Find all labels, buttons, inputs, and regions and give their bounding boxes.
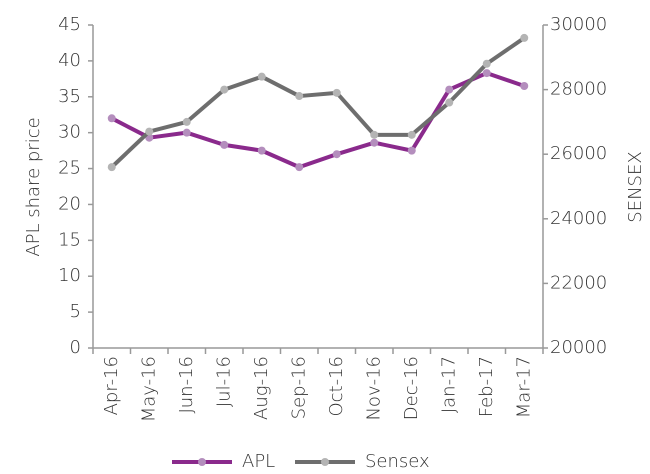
series-marker (332, 88, 341, 97)
series-marker (445, 98, 454, 107)
y-tick-label: 25 (58, 158, 81, 179)
series-marker (370, 130, 379, 139)
y-tick-label: 0 (70, 337, 81, 358)
legend-label: Sensex (365, 451, 430, 472)
legend-marker (321, 458, 329, 466)
y-tick-label: 20 (58, 193, 81, 214)
series-marker (107, 114, 116, 123)
series-marker (295, 163, 304, 172)
y2-tick-label: 30000 (550, 14, 607, 35)
y-tick-label: 30 (58, 122, 81, 143)
y2-tick-label: 26000 (550, 143, 607, 164)
series-marker (370, 138, 379, 147)
y-tick-label: 40 (58, 50, 81, 71)
series-marker (145, 127, 154, 136)
x-tick-label: Aug-16 (251, 356, 272, 420)
series-line (110, 36, 526, 169)
x-tick-label: Jun-16 (176, 356, 197, 414)
y-tick-label: 35 (58, 86, 81, 107)
x-tick-label: Apr-16 (101, 356, 122, 415)
series-marker (107, 163, 116, 172)
series-marker (295, 92, 304, 101)
y2-tick-label: 24000 (550, 208, 607, 229)
y2-tick-label: 28000 (550, 79, 607, 100)
series-marker (407, 130, 416, 139)
y-axis-label: APL share price (23, 117, 44, 256)
x-tick-label: Mar-17 (513, 356, 534, 418)
y-tick-label: 10 (58, 265, 81, 286)
y-tick-label: 45 (58, 14, 81, 35)
x-tick-label: Sep-16 (288, 356, 309, 419)
legend-marker (198, 458, 206, 466)
y2-axis-label: SENSEX (625, 151, 646, 222)
legend-label: APL (242, 451, 275, 472)
y2-tick-label: 22000 (550, 272, 607, 293)
series-marker (445, 85, 454, 94)
x-tick-label: Jul-16 (213, 356, 234, 407)
series-marker (257, 146, 266, 155)
series-marker (220, 85, 229, 94)
x-tick-label: Feb-17 (476, 356, 497, 417)
series-marker (182, 128, 191, 137)
series-marker (482, 69, 491, 78)
series-marker (520, 82, 529, 91)
x-tick-label: Dec-16 (401, 356, 422, 420)
series-marker (257, 72, 266, 81)
x-tick-label: Oct-16 (326, 356, 347, 417)
x-tick-label: Nov-16 (363, 356, 384, 421)
series-marker (182, 117, 191, 126)
series-marker (520, 33, 529, 42)
series-marker (220, 140, 229, 149)
series-marker (332, 150, 341, 159)
x-tick-label: Jan-17 (438, 356, 459, 413)
y-tick-label: 15 (58, 229, 81, 250)
series-line (110, 71, 525, 170)
series-marker (482, 59, 491, 68)
series-marker (407, 146, 416, 155)
y2-tick-label: 20000 (550, 337, 607, 358)
x-tick-label: May-16 (138, 356, 159, 422)
y-tick-label: 5 (70, 301, 81, 322)
